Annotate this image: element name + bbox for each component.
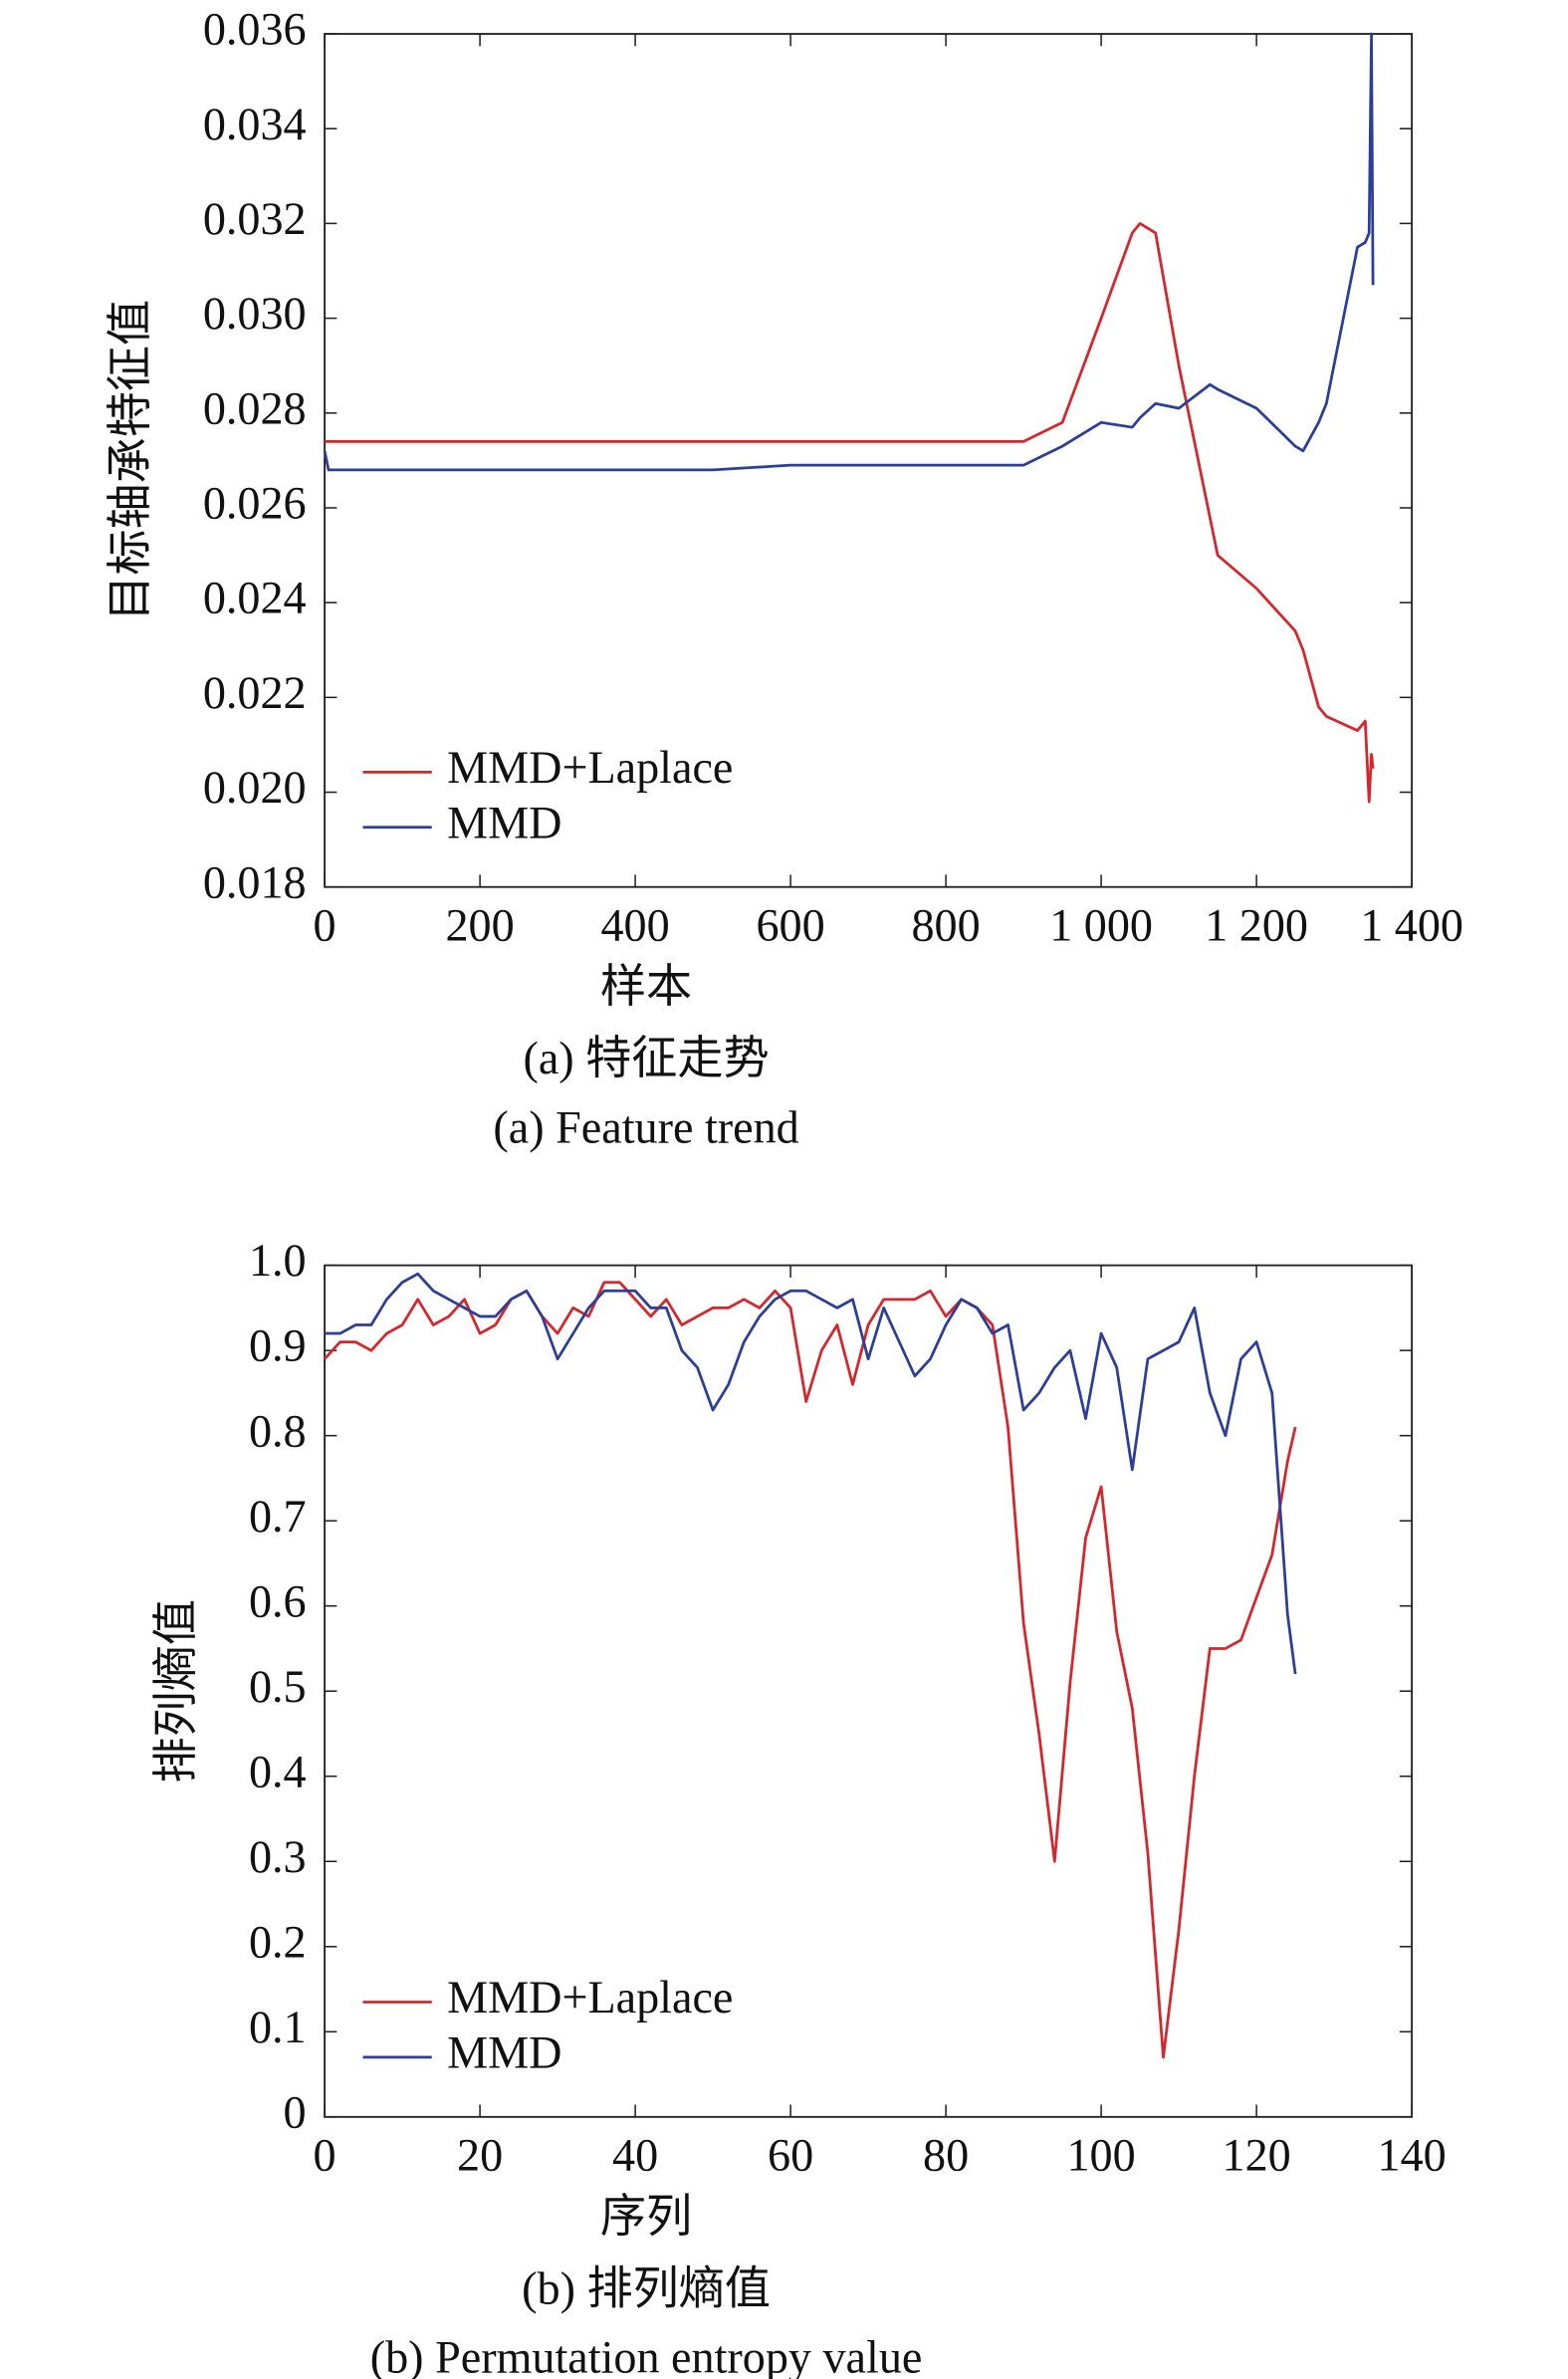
y-tick-label: 0.036 xyxy=(203,4,307,55)
x-tick-label: 400 xyxy=(600,899,669,950)
y-tick-label: 0.8 xyxy=(249,1405,307,1456)
y-tick-label: 0.030 xyxy=(203,288,307,339)
chart-subtitle: (a) Feature trend xyxy=(493,1101,798,1152)
x-tick-label: 1 000 xyxy=(1049,899,1153,950)
y-tick-label: 0.032 xyxy=(203,193,307,244)
x-tick-label: 200 xyxy=(445,899,514,950)
series-line xyxy=(324,1281,1297,2059)
chart-title: (a) 特征走势 xyxy=(523,1033,769,1083)
x-tick-label: 800 xyxy=(912,899,981,950)
y-tick-label: 0.034 xyxy=(203,99,307,149)
x-axis-label: 序列 xyxy=(600,2191,692,2242)
y-axis-label: 目标轴承特征值 xyxy=(105,300,155,621)
series-line xyxy=(325,222,1375,804)
x-tick-label: 40 xyxy=(612,2129,658,2180)
x-tick-label: 140 xyxy=(1378,2129,1447,2180)
y-tick-label: 0.1 xyxy=(249,2002,307,2052)
y-tick-label: 1.0 xyxy=(249,1235,307,1286)
x-tick-label: 120 xyxy=(1223,2129,1291,2180)
x-tick-label: 600 xyxy=(756,899,824,950)
x-tick-label: 60 xyxy=(768,2129,813,2180)
y-tick-label: 0.022 xyxy=(203,667,307,718)
chart-subtitle: (b) Permutation entropy value xyxy=(370,2331,923,2379)
y-tick-label: 0.028 xyxy=(203,382,307,433)
y-axis-label: 排列熵值 xyxy=(150,1599,201,1784)
series-line xyxy=(325,1272,1297,1675)
legend-label: MMD xyxy=(447,2026,561,2077)
series-line xyxy=(323,32,1375,472)
chart-title: (b) 排列熵值 xyxy=(522,2262,771,2313)
y-tick-label: 0.3 xyxy=(249,1831,307,1882)
x-axis-label: 样本 xyxy=(600,961,692,1012)
plot-frame xyxy=(324,33,1414,888)
y-tick-label: 0.020 xyxy=(203,762,307,813)
y-tick-label: 0.9 xyxy=(249,1320,307,1371)
x-tick-label: 100 xyxy=(1067,2129,1136,2180)
x-tick-label: 0 xyxy=(314,2129,336,2180)
y-tick-label: 0.024 xyxy=(203,573,307,623)
x-tick-label: 20 xyxy=(457,2129,503,2180)
y-tick-label: 0.018 xyxy=(203,856,307,907)
y-tick-label: 0.5 xyxy=(249,1661,307,1712)
y-tick-label: 0.4 xyxy=(249,1746,307,1796)
legend-label: MMD+Laplace xyxy=(447,1972,733,2022)
y-tick-label: 0.6 xyxy=(249,1575,307,1626)
x-tick-label: 1 400 xyxy=(1360,899,1463,950)
plot-frame xyxy=(324,1264,1414,2118)
x-tick-label: 0 xyxy=(314,899,336,950)
y-tick-label: 0 xyxy=(284,2086,307,2137)
y-tick-label: 0.2 xyxy=(249,1916,307,1967)
x-tick-label: 80 xyxy=(923,2129,969,2180)
legend-label: MMD+Laplace xyxy=(447,742,733,793)
legend-label: MMD xyxy=(447,797,561,847)
y-tick-label: 0.7 xyxy=(249,1491,307,1542)
y-tick-label: 0.026 xyxy=(203,478,307,529)
x-tick-label: 1 200 xyxy=(1205,899,1308,950)
